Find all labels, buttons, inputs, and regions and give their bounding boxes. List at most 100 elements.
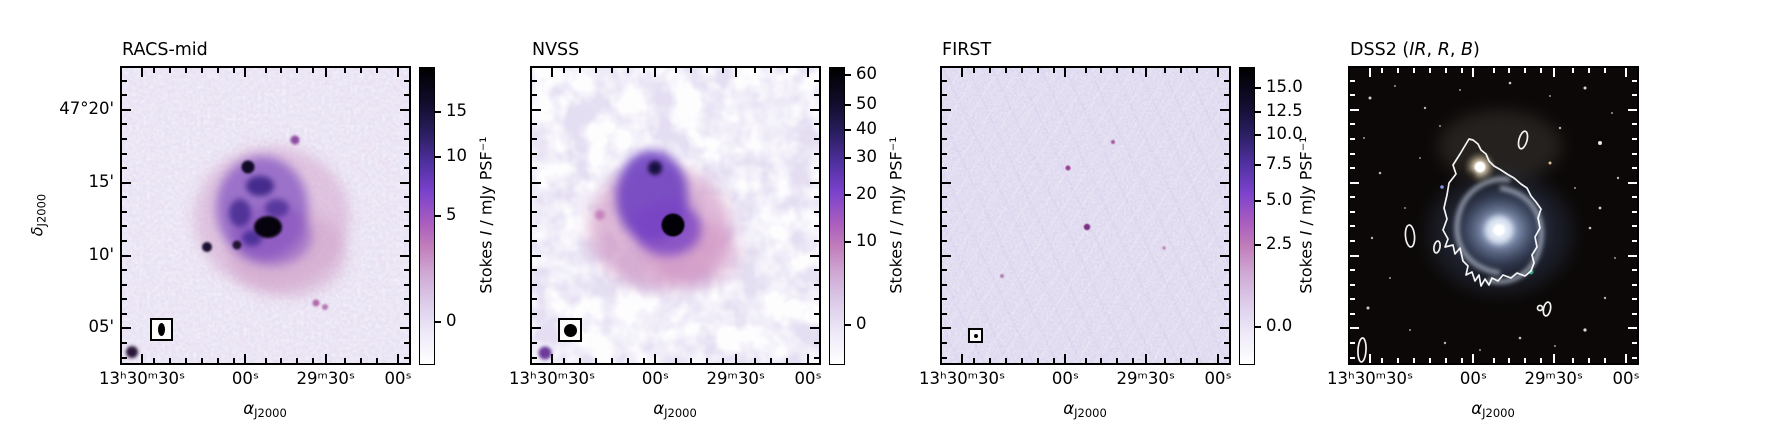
tick-mark xyxy=(397,68,400,77)
tick-mark xyxy=(1196,68,1199,73)
tick-mark xyxy=(404,356,409,359)
colorbar-tick-label: 60 xyxy=(856,64,877,84)
tick-mark xyxy=(1180,358,1183,363)
tick-mark xyxy=(1350,225,1355,228)
tick-mark xyxy=(1628,254,1637,257)
tick-mark xyxy=(1625,354,1628,363)
colorbar-tick-mark xyxy=(435,214,441,217)
tick-mark xyxy=(1632,269,1637,272)
tick-mark xyxy=(532,152,537,155)
ra-axis-label-first: αJ2000 xyxy=(1063,399,1107,420)
ra-tick-label: 13ʰ30ᵐ30ˢ xyxy=(99,369,186,388)
colorbar-tick-label: 12.5 xyxy=(1266,101,1303,121)
dss2-sky-image xyxy=(1350,68,1637,363)
tick-mark xyxy=(360,358,363,363)
tick-mark xyxy=(1224,210,1229,213)
tick-mark xyxy=(1020,68,1023,73)
colorbar-tick-label: 5.0 xyxy=(1266,189,1293,209)
colorbar-tick-label: 2.5 xyxy=(1266,234,1293,253)
ra-tick-label: 00ˢ xyxy=(384,369,412,388)
colorbar-tick-mark xyxy=(1255,164,1261,167)
tick-mark xyxy=(942,123,947,126)
first-sky-image xyxy=(942,68,1229,363)
tick-mark xyxy=(232,358,235,363)
tick-mark xyxy=(532,283,537,286)
tick-mark xyxy=(1350,312,1355,315)
panel-title-nvss: NVSS xyxy=(532,40,579,62)
tick-mark xyxy=(1132,68,1135,73)
tick-mark xyxy=(122,138,127,141)
ra-tick-label: 29ᵐ30ˢ xyxy=(1524,369,1583,388)
tick-mark xyxy=(280,68,283,73)
tick-mark xyxy=(1224,94,1229,97)
tick-mark xyxy=(1350,79,1355,82)
tick-mark xyxy=(1428,358,1431,363)
tick-mark xyxy=(942,196,947,199)
tick-mark xyxy=(532,327,541,330)
colorbar-tick-label: 5 xyxy=(446,204,457,224)
tick-mark xyxy=(404,225,409,228)
colorbar-tick-label: 15 xyxy=(446,101,467,121)
tick-mark xyxy=(1604,68,1607,73)
tick-mark xyxy=(1100,358,1103,363)
racs-mid-sky-image xyxy=(122,68,409,363)
colorbar-first xyxy=(1239,67,1255,365)
tick-mark xyxy=(1632,225,1637,228)
tick-mark xyxy=(1492,358,1495,363)
tick-mark xyxy=(122,298,127,301)
tick-mark xyxy=(400,254,409,257)
tick-mark xyxy=(280,358,283,363)
tick-mark xyxy=(1220,181,1229,184)
tick-mark xyxy=(264,68,267,73)
tick-mark xyxy=(1350,283,1355,286)
radio-contours xyxy=(1357,130,1552,363)
tick-mark xyxy=(404,94,409,97)
colorbar-tick-mark xyxy=(435,111,441,114)
tick-mark xyxy=(562,358,565,363)
tick-mark xyxy=(1632,123,1637,126)
tick-mark xyxy=(1180,68,1183,73)
tick-mark xyxy=(532,254,541,257)
tick-mark xyxy=(1350,298,1355,301)
tick-mark xyxy=(1132,358,1135,363)
tick-mark xyxy=(722,358,725,363)
tick-mark xyxy=(578,358,581,363)
colorbar-tick-label: 0 xyxy=(446,310,457,330)
tick-mark xyxy=(404,138,409,141)
tick-mark xyxy=(296,358,299,363)
tick-mark xyxy=(1632,356,1637,359)
tick-mark xyxy=(1632,167,1637,170)
tick-mark xyxy=(1064,68,1067,77)
tick-mark xyxy=(122,254,131,257)
tick-mark xyxy=(152,68,155,73)
tick-mark xyxy=(532,269,537,272)
tick-mark xyxy=(1396,358,1399,363)
tick-mark xyxy=(1369,354,1372,363)
tick-mark xyxy=(1164,358,1167,363)
tick-mark xyxy=(674,358,677,363)
tick-mark xyxy=(1572,358,1575,363)
tick-mark xyxy=(404,167,409,170)
ra-tick-label: 13ʰ30ᵐ30ˢ xyxy=(509,369,596,388)
tick-mark xyxy=(988,68,991,73)
tick-mark xyxy=(1116,68,1119,73)
tick-mark xyxy=(1632,210,1637,213)
tick-mark xyxy=(1508,358,1511,363)
tick-mark xyxy=(961,354,964,363)
ra-tick-label: 00ˢ xyxy=(641,369,669,388)
tick-mark xyxy=(770,68,773,73)
beam-marker-first xyxy=(968,328,983,343)
ra-tick-label: 00ˢ xyxy=(231,369,259,388)
tick-mark xyxy=(200,68,203,73)
title-segment: , xyxy=(1426,40,1438,60)
tick-mark xyxy=(1220,327,1229,330)
tick-mark xyxy=(122,108,131,111)
tick-mark xyxy=(312,358,315,363)
tick-mark xyxy=(1632,342,1637,345)
panel-image-racs-mid xyxy=(120,66,411,365)
colorbar-racs-mid xyxy=(419,67,435,365)
tick-mark xyxy=(754,68,757,73)
tick-mark xyxy=(532,225,537,228)
tick-mark xyxy=(754,358,757,363)
